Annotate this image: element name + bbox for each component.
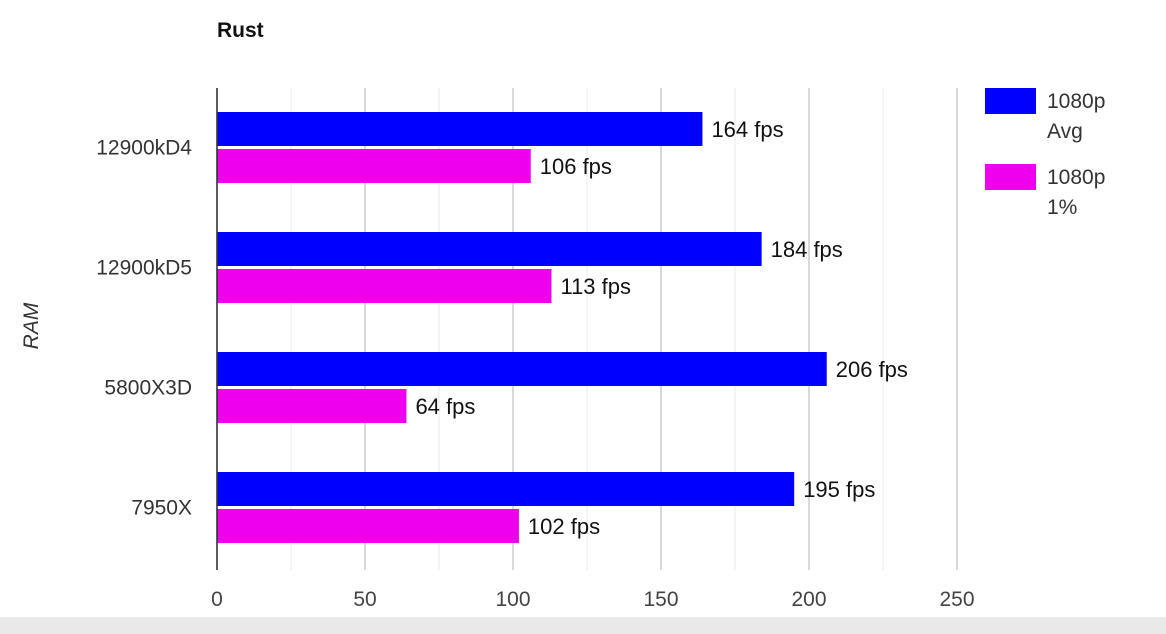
data-label-7950X-series-1: 195 fps xyxy=(803,477,875,502)
data-label-12900kD5-series-2: 113 fps xyxy=(560,274,631,299)
x-tick-label: 250 xyxy=(939,588,974,611)
category-label: 12900kD5 xyxy=(96,257,192,280)
legend-label-series-1: Avg xyxy=(1047,120,1083,143)
x-tick-label: 50 xyxy=(353,588,376,611)
chart-title: Rust xyxy=(217,19,264,42)
bar-12900kD5-series-2 xyxy=(217,269,552,303)
x-tick-label: 0 xyxy=(211,588,223,611)
data-label-12900kD4-series-2: 106 fps xyxy=(540,154,612,179)
data-label-5800X3D-series-2: 64 fps xyxy=(415,394,475,419)
bar-5800X3D-series-2 xyxy=(217,389,407,423)
data-label-12900kD5-series-1: 184 fps xyxy=(771,237,843,262)
bar-5800X3D-series-1 xyxy=(217,352,827,386)
data-labels: 164 fps 106 fps 184 fps 113 fps 206 fps 64 fp… xyxy=(415,117,907,539)
data-label-7950X-series-2: 102 fps xyxy=(528,514,600,539)
x-tick-label: 100 xyxy=(495,588,530,611)
data-label-5800X3D-series-1: 206 fps xyxy=(836,357,908,382)
legend-label-series-2: 1080p xyxy=(1047,166,1105,189)
bar-12900kD5-series-1 xyxy=(217,232,762,266)
bar-12900kD4-series-2 xyxy=(217,149,531,183)
bottom-fade-band xyxy=(0,617,1166,634)
x-tick-label: 200 xyxy=(791,588,826,611)
data-label-12900kD4-series-1: 164 fps xyxy=(711,117,783,142)
y-axis-title: RAM xyxy=(20,302,43,349)
bar-7950X-series-1 xyxy=(217,472,795,506)
x-tick-label: 150 xyxy=(643,588,678,611)
legend-swatch-series-1 xyxy=(985,88,1036,114)
bars xyxy=(217,112,827,543)
legend-swatch-series-2 xyxy=(985,164,1036,190)
bar-7950X-series-2 xyxy=(217,509,519,543)
category-label: 12900kD4 xyxy=(96,137,192,160)
axes: 0 50 100 150 200 250 12900kD4 12900kD5 5800X3D 79… xyxy=(96,88,975,611)
category-label: 5800X3D xyxy=(104,377,192,400)
bar-12900kD4-series-1 xyxy=(217,112,703,146)
legend-label-series-1: 1080p xyxy=(1047,90,1105,113)
category-label: 7950X xyxy=(131,497,192,520)
legend-label-series-2: 1% xyxy=(1047,196,1077,219)
legend: 1080p Avg 1080p 1% xyxy=(985,88,1105,219)
